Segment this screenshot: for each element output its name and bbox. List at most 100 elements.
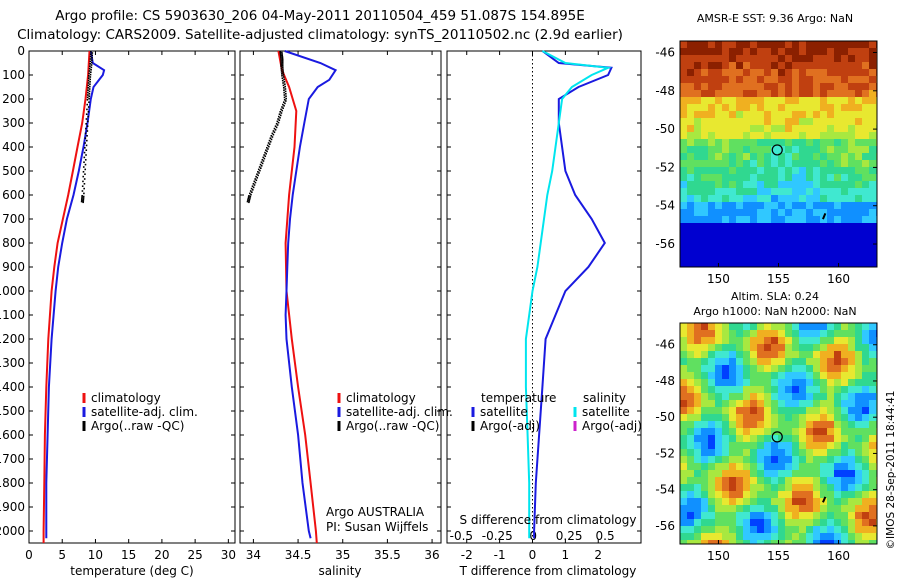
- map-cell: [722, 491, 730, 499]
- map-cell: [855, 330, 863, 338]
- map-cell: [785, 90, 793, 98]
- map-cell: [841, 421, 849, 429]
- map-cell: [771, 526, 779, 534]
- map-cell: [855, 519, 863, 527]
- map-cell: [813, 265, 821, 267]
- map-cell: [694, 195, 702, 203]
- map-cell: [855, 251, 863, 259]
- map-cell: [764, 379, 772, 387]
- map-cell: [813, 237, 821, 245]
- map-cell: [834, 393, 842, 401]
- map-cell: [736, 97, 744, 105]
- map-cell: [799, 230, 807, 238]
- map-cell: [687, 251, 695, 259]
- map-cell: [680, 358, 688, 366]
- map-cell: [848, 146, 856, 154]
- map-cell: [687, 167, 695, 175]
- map-cell: [750, 358, 758, 366]
- map-cell: [855, 83, 863, 91]
- argo-point: [89, 55, 92, 58]
- argo-point: [84, 159, 87, 161]
- map-cell: [722, 372, 730, 380]
- map-cell: [687, 62, 695, 70]
- map-cell: [757, 414, 765, 422]
- x-tick-label: 1: [562, 548, 570, 562]
- map-cell: [687, 216, 695, 224]
- map-cell: [722, 505, 730, 513]
- map-cell: [834, 358, 842, 366]
- map-cell: [841, 167, 849, 175]
- map-cell: [708, 337, 716, 345]
- map-cell: [855, 421, 863, 429]
- map-cell: [841, 526, 849, 534]
- map-cell: [820, 41, 828, 49]
- map-cell: [708, 90, 716, 98]
- map-cell: [750, 393, 758, 401]
- x-tick-label: 35: [335, 548, 350, 562]
- map-cell: [757, 146, 765, 154]
- series-line-0: [277, 50, 318, 544]
- map-cell: [729, 505, 737, 513]
- argo-point: [86, 94, 89, 96]
- map-cell: [855, 428, 863, 436]
- map-cell: [778, 258, 786, 266]
- map-cell: [820, 132, 828, 140]
- map-cell: [792, 62, 800, 70]
- argo-point: [90, 71, 92, 73]
- map-cell: [862, 526, 870, 534]
- map-cell: [785, 146, 793, 154]
- map-cell: [778, 237, 786, 245]
- map-cell: [680, 379, 688, 387]
- map-cell: [785, 139, 793, 147]
- map-cell: [827, 69, 835, 77]
- map-cell: [736, 428, 744, 436]
- map-cell: [736, 407, 744, 415]
- map-cell: [862, 519, 870, 527]
- map-cell: [792, 421, 800, 429]
- argo-point: [285, 93, 287, 95]
- map-cell: [708, 216, 716, 224]
- map-cell: [785, 463, 793, 471]
- map-cell: [855, 393, 863, 401]
- map-cell: [841, 477, 849, 485]
- map-cell: [729, 421, 737, 429]
- map-cell: [736, 167, 744, 175]
- map-cell: [715, 344, 723, 352]
- map-cell: [834, 244, 842, 252]
- argo-point: [280, 59, 282, 62]
- map-cell: [806, 104, 814, 112]
- argo-point: [85, 118, 88, 120]
- map-cell: [778, 251, 786, 259]
- map-cell: [799, 330, 807, 338]
- argo-point: [281, 57, 284, 60]
- map-cell: [715, 216, 723, 224]
- map-cell: [680, 540, 688, 544]
- map-cell: [848, 365, 856, 373]
- map-cell: [722, 181, 730, 189]
- map-cell: [715, 351, 723, 359]
- map-cell: [750, 230, 758, 238]
- map-cell: [841, 512, 849, 520]
- argo-point: [280, 71, 283, 73]
- map-cell: [785, 181, 793, 189]
- map-cell: [701, 62, 709, 70]
- map-lon-label: 150: [707, 272, 730, 286]
- map-cell: [806, 62, 814, 70]
- map-cell: [862, 83, 870, 91]
- argo-point: [281, 51, 283, 54]
- argo-point: [88, 72, 90, 75]
- map-cell: [722, 83, 730, 91]
- x-axis-label-salinity: salinity: [318, 564, 361, 578]
- map-cell: [680, 216, 688, 224]
- map-cell: [771, 344, 779, 352]
- map-cell: [750, 125, 758, 133]
- map-cell: [736, 449, 744, 457]
- map-cell: [869, 414, 877, 422]
- map-cell: [855, 209, 863, 217]
- map-cell: [848, 223, 856, 231]
- map-lat-label: -52: [655, 446, 675, 460]
- map-cell: [778, 512, 786, 520]
- argo-point: [280, 56, 282, 59]
- map-cell: [799, 41, 807, 49]
- map-cell: [813, 337, 821, 345]
